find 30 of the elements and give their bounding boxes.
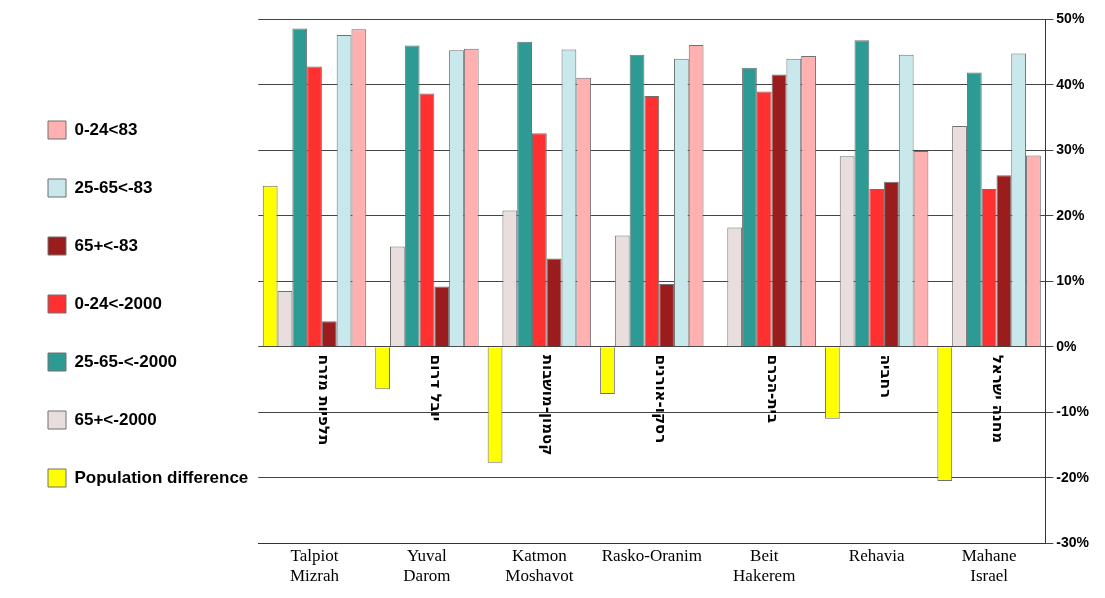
y-tick-label: 30% [1056, 141, 1085, 158]
x-tick-label: Rehavia [848, 545, 905, 565]
y-tick-label: -30% [1056, 534, 1090, 551]
y-tick-label: 10% [1056, 272, 1085, 289]
legend-label: Population difference [74, 467, 249, 487]
y-tick-label: 0% [1056, 337, 1078, 354]
annotation: מחנה ישראל [989, 354, 1008, 444]
y-tick-label: -10% [1056, 403, 1090, 420]
y-tick-label: 50% [1056, 10, 1085, 27]
x-tick-label: Katmon Moshavot [505, 545, 574, 586]
annotation: רחביה [876, 354, 895, 398]
legend-label: 25-65-<-2000 [74, 351, 178, 371]
legend-label: 65+<-83 [74, 235, 138, 255]
annotation: רסקו-אורנים [651, 354, 670, 444]
y-tick-label: 40% [1056, 75, 1085, 92]
y-tick-label: -20% [1056, 468, 1090, 485]
x-tick-label: Beit Hakerem [733, 545, 796, 586]
y-tick-label: 20% [1056, 206, 1085, 223]
legend-label: 0-24<-2000 [74, 293, 162, 313]
annotation: תלפיות מזרח [314, 354, 333, 446]
annotation: קטמון-מושבות [539, 354, 558, 456]
legend-label: 0-24<83 [74, 119, 138, 139]
x-tick-label: Mahane Israel [961, 545, 1017, 586]
annotation: בית-הכרם [764, 354, 783, 424]
x-tick-label: Rasko-Oranim [601, 545, 702, 565]
legend-label: 25-65<-83 [74, 177, 153, 197]
legend-label: 65+<-2000 [74, 409, 157, 429]
annotation: יובל דרום [427, 354, 446, 422]
x-tick-label: Talpiot Mizrah [289, 545, 340, 586]
x-tick-label: Yuval Darom [403, 545, 451, 586]
